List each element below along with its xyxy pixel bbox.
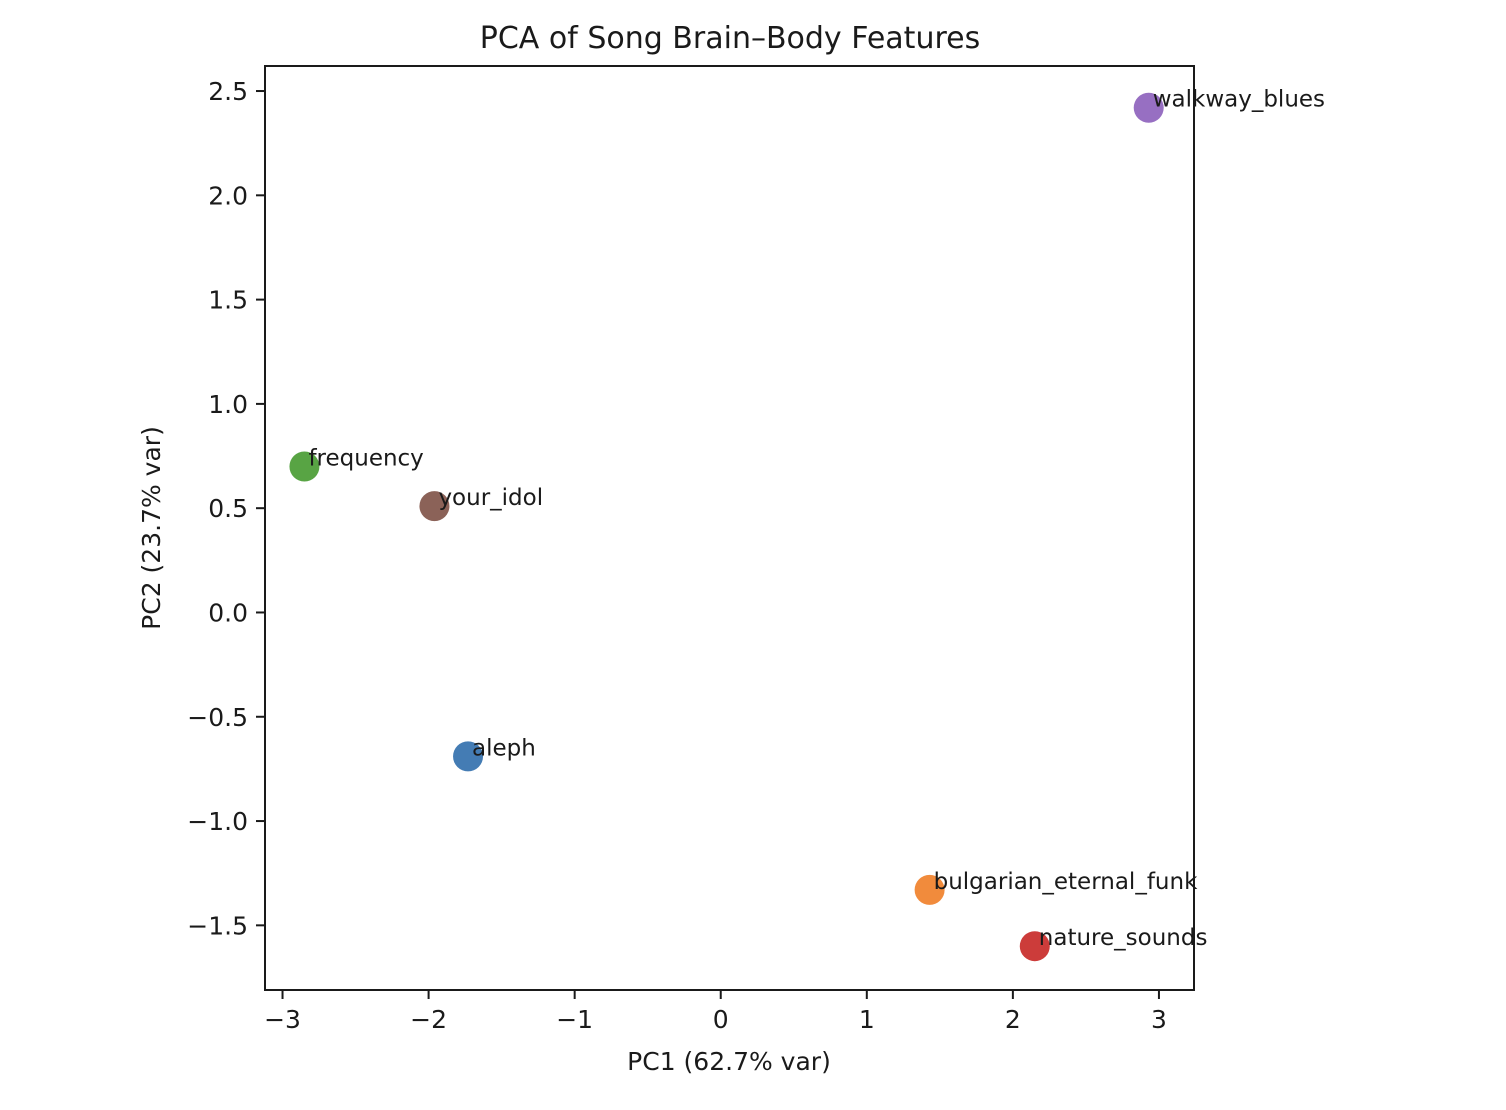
axis-ticks: −3 −2 −1 0 1 2 3 2.5 2.0 1.5 1.0 0.5 0.0 −0.5 −1.0 −1.5: [187, 77, 1167, 1034]
data-points: [289, 92, 1164, 962]
point-label: frequency: [308, 445, 423, 471]
point-label: bulgarian_eternal_funk: [934, 869, 1198, 895]
x-tick-label: −3: [264, 1005, 301, 1034]
x-axis-label: PC1 (62.7% var): [627, 1047, 831, 1076]
point-labels: aleph bulgarian_eternal_funk frequency natu…: [308, 87, 1325, 951]
data-point: [1019, 931, 1050, 962]
y-tick-label: 0.5: [208, 494, 248, 523]
point-label: walkway_blues: [1153, 87, 1325, 113]
y-tick-label: −0.5: [187, 703, 248, 732]
y-tick-label: 2.5: [208, 77, 248, 106]
x-tick-label: −2: [410, 1005, 447, 1034]
y-tick-label: 2.0: [208, 181, 248, 210]
point-label: your_idol: [438, 485, 543, 511]
chart-title: PCA of Song Brain–Body Features: [480, 21, 980, 56]
data-point: [419, 491, 450, 522]
plot-area-frame: [264, 65, 1195, 991]
x-tick-label: 3: [1151, 1005, 1167, 1034]
x-tick-label: 0: [713, 1005, 729, 1034]
y-tick-label: 1.0: [208, 390, 248, 419]
x-tick-label: −1: [556, 1005, 593, 1034]
point-label: nature_sounds: [1039, 925, 1208, 951]
y-axis-label: PC2 (23.7% var): [137, 426, 166, 630]
y-tick-label: 1.5: [208, 286, 248, 315]
data-point: [289, 451, 320, 482]
x-tick-label: 2: [1005, 1005, 1021, 1034]
data-point: [1133, 92, 1164, 123]
data-point: [914, 874, 945, 905]
y-tick-label: −1.0: [187, 807, 248, 836]
data-point: [453, 741, 484, 772]
y-tick-label: −1.5: [187, 911, 248, 940]
point-label: aleph: [472, 735, 536, 761]
y-tick-label: 0.0: [208, 598, 248, 627]
x-tick-label: 1: [859, 1005, 875, 1034]
